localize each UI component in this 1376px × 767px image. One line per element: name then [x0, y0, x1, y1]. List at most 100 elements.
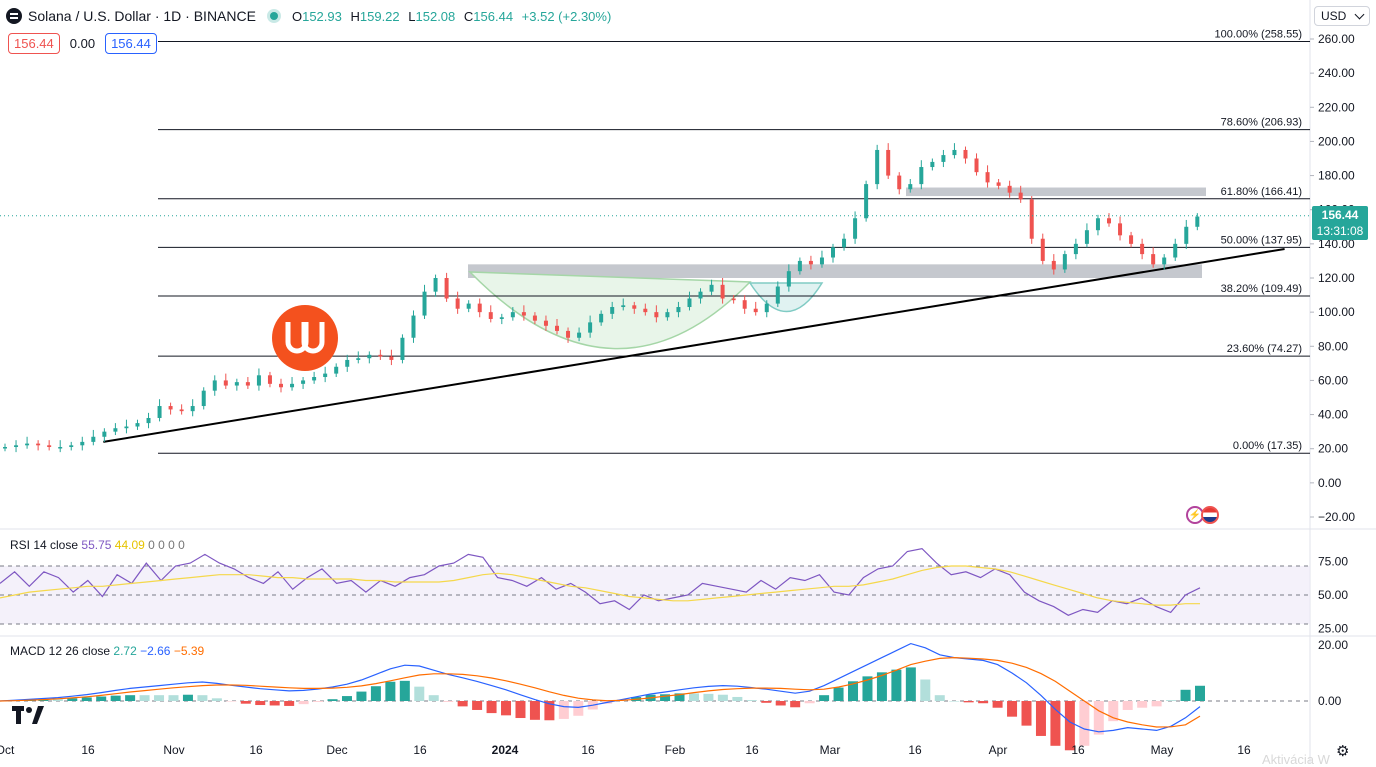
candle [3, 447, 7, 449]
macd-histogram-bar [52, 699, 63, 701]
y-tick-label: 240.00 [1318, 66, 1355, 80]
symbol-title[interactable]: Solana / U.S. Dollar · 1D · BINANCE [28, 8, 256, 24]
candle [389, 356, 394, 360]
candle [1107, 218, 1111, 224]
macd-histogram-bar [472, 701, 483, 710]
currency-select[interactable]: USD [1314, 6, 1370, 26]
x-tick-label: Mar [820, 743, 841, 757]
macd-histogram-bar [226, 701, 237, 702]
candle [532, 315, 537, 321]
candle [831, 247, 835, 258]
chart-header: Solana / U.S. Dollar · 1D · BINANCE O152… [0, 0, 1310, 60]
macd-histogram-bar [963, 701, 974, 703]
macd-histogram-bar [211, 698, 222, 701]
x-tick-label: Feb [665, 743, 686, 757]
candle [1140, 243, 1145, 255]
candle [1184, 226, 1189, 244]
currency-label: USD [1321, 9, 1347, 23]
macd-line [0, 642, 1201, 733]
candle [135, 423, 140, 427]
macd-histogram-bar [1166, 700, 1177, 701]
solana-icon [6, 8, 22, 24]
macd-hist-value: 2.72 [113, 644, 137, 658]
handle-pattern [748, 282, 824, 313]
candle [201, 390, 206, 407]
y-tick-label: 20.00 [1318, 442, 1348, 456]
macd-histogram-bar [819, 695, 830, 701]
x-tick-label: 16 [249, 743, 263, 757]
macd-histogram-bar [848, 681, 859, 701]
fib-label: 61.80% (166.41) [1221, 186, 1302, 198]
candle [819, 257, 824, 265]
macd-histogram-bar [399, 680, 410, 701]
macd-histogram-bar [920, 679, 931, 701]
rsi-extra-values: 0 0 0 0 [148, 538, 185, 552]
y-tick-label: 260.00 [1318, 32, 1355, 46]
macd-histogram-bar [876, 672, 887, 701]
macd-histogram-bar [732, 696, 743, 701]
candle [897, 175, 902, 190]
rsi-tick-label: 25.00 [1318, 621, 1348, 635]
buy-button[interactable]: 156.44 [105, 33, 157, 54]
flag-icon[interactable] [1201, 506, 1219, 524]
candle [643, 308, 648, 313]
candle [676, 307, 681, 313]
candle [1095, 218, 1100, 231]
y-tick-label: 220.00 [1318, 100, 1355, 114]
candle [1129, 235, 1134, 244]
candle [1051, 260, 1056, 270]
rsi-legend[interactable]: RSI 14 close 55.75 44.09 0 0 0 0 [10, 538, 185, 552]
trendline [103, 247, 1285, 443]
macd-histogram-bar [298, 701, 309, 705]
candle [334, 366, 339, 374]
candle [555, 325, 559, 331]
macd-histogram-bar [992, 701, 1003, 708]
sell-button[interactable]: 156.44 [8, 33, 60, 54]
close-value: 156.44 [473, 8, 514, 24]
candle [930, 161, 935, 168]
tradingview-logo[interactable] [12, 706, 44, 724]
candle [753, 308, 758, 313]
high-value: 159.22 [359, 8, 400, 24]
candle [400, 337, 405, 360]
settings-gear-icon[interactable]: ⚙ [1336, 743, 1350, 760]
macd-histogram-bar [1064, 701, 1075, 751]
candle [875, 149, 880, 185]
macd-histogram-bar [443, 701, 454, 702]
macd-histogram-bar [486, 701, 497, 714]
macd-histogram-bar [544, 701, 555, 721]
candle [290, 383, 295, 388]
rsi-value: 55.75 [81, 538, 112, 552]
macd-histogram-bar [457, 701, 468, 707]
candle [69, 445, 74, 448]
candle [543, 320, 548, 326]
candle [91, 436, 96, 442]
macd-histogram-bar [110, 695, 121, 701]
candle [709, 284, 714, 292]
x-tick-label: 16 [413, 743, 427, 757]
candle [1018, 192, 1023, 200]
y-tick-label: 0.00 [1318, 476, 1342, 490]
fib-label: 38.20% (109.49) [1221, 283, 1302, 295]
macd-histogram-bar [139, 695, 150, 701]
candle [1195, 216, 1200, 227]
candle [632, 305, 637, 309]
resistance-zone [468, 264, 1202, 278]
candle [245, 382, 250, 386]
candle [345, 359, 350, 367]
candle [80, 441, 85, 446]
candle [665, 312, 670, 318]
candle [963, 149, 968, 159]
x-tick-label: 16 [1237, 743, 1251, 757]
candle [1151, 254, 1156, 265]
macd-histogram-bar [717, 694, 728, 701]
macd-histogram-bar [255, 701, 266, 706]
fib-label: 50.00% (137.95) [1221, 234, 1302, 246]
candle [168, 406, 173, 410]
candle [102, 431, 107, 437]
macd-histogram-bar [385, 681, 396, 701]
macd-legend[interactable]: MACD 12 26 close 2.72 −2.66 −5.39 [10, 644, 204, 658]
candle [301, 380, 306, 384]
candle [488, 312, 493, 319]
